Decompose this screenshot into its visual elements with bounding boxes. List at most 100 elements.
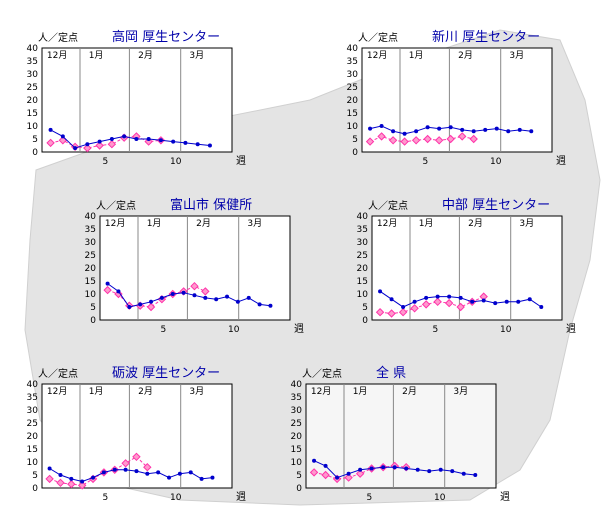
series-previous-line	[380, 296, 484, 315]
series-previous-point	[45, 474, 54, 484]
plot-frame	[361, 47, 553, 153]
chart-title: 全 県	[376, 365, 406, 381]
plot-frame	[305, 383, 497, 489]
series-current-point	[210, 475, 215, 480]
y-tick-label: 15	[357, 277, 368, 287]
y-tick-label: 0	[90, 316, 96, 326]
series-current-point	[134, 469, 139, 474]
series-previous-point	[46, 138, 55, 148]
x-axis-label: 週	[556, 155, 566, 167]
y-tick-label: 15	[347, 109, 358, 119]
series-current-point	[127, 305, 132, 309]
series-current-point	[105, 281, 110, 286]
y-tick-label: 5	[32, 471, 38, 481]
series-current-point	[412, 299, 417, 304]
month-label: 1月	[89, 50, 104, 61]
chart-title: 砺波 厚生センター	[112, 366, 220, 381]
series-previous-point	[190, 281, 199, 291]
x-tick-label: 10	[170, 493, 182, 503]
series-previous-point	[433, 297, 442, 307]
month-label: 12月	[311, 386, 331, 397]
series-previous-point	[469, 134, 478, 144]
series-previous-point	[398, 307, 408, 317]
series-current-point	[335, 475, 340, 480]
y-tick-label: 20	[347, 96, 359, 106]
series-previous-point	[143, 462, 152, 472]
month-label: 12月	[105, 218, 125, 229]
series-current-point	[427, 469, 432, 474]
series-current-point	[527, 297, 532, 302]
y-tick-label: 30	[347, 70, 359, 80]
y-tick-label: 35	[27, 393, 38, 403]
series-current-point	[60, 134, 65, 139]
series-current-point	[80, 479, 85, 484]
series-current-point	[158, 138, 163, 143]
series-current-point	[199, 476, 204, 481]
x-axis-label: 週	[500, 491, 510, 503]
series-previous-point	[132, 452, 141, 462]
x-tick-label: 10	[500, 325, 512, 335]
y-tick-label: 0	[32, 148, 38, 158]
series-previous-point	[121, 459, 130, 468]
y-tick-label: 15	[27, 109, 38, 119]
series-current-point	[379, 124, 384, 128]
series-current-point	[461, 471, 466, 476]
series-previous-point	[387, 309, 396, 318]
series-current-point	[450, 469, 455, 474]
series-current-point	[116, 289, 121, 294]
plot-frame	[99, 215, 291, 321]
series-current-point	[167, 475, 172, 480]
x-axis-label: 週	[236, 491, 246, 503]
series-current-point	[73, 146, 78, 151]
month-label: 12月	[367, 50, 387, 61]
x-tick-label: 10	[490, 157, 502, 167]
y-tick-label: 5	[352, 135, 358, 145]
chart-panel: 人／定点 高岡 厚生センター 40 35 30 25 20 15 10 5 0 12月 1月 2月 3月 5 1…	[27, 29, 246, 167]
month-label: 1月	[147, 218, 162, 229]
chart-panel: 人／定点 砺波 厚生センター 40 35 30 25 20 15 10 5 0 12月 1月 2月 3月 5 1…	[27, 366, 246, 503]
y-tick-label: 10	[357, 290, 369, 300]
series-previous-point	[107, 139, 117, 149]
series-current-point	[323, 463, 328, 468]
y-tick-label: 30	[357, 238, 369, 248]
unit-label: 人／定点	[358, 31, 398, 44]
series-previous-point	[321, 470, 330, 480]
y-tick-label: 20	[27, 96, 39, 106]
y-tick-label: 40	[27, 380, 39, 390]
y-tick-label: 30	[27, 70, 39, 80]
series-previous-point	[434, 136, 444, 145]
series-current-point	[458, 295, 463, 300]
chart-title: 中部 厚生センター	[442, 198, 550, 213]
series-previous-point	[344, 473, 353, 482]
series-current-point	[437, 126, 442, 131]
y-tick-label: 25	[27, 419, 38, 429]
series-current-point	[415, 467, 420, 472]
series-previous-point	[444, 298, 454, 308]
y-tick-label: 25	[291, 419, 302, 429]
month-label: 3月	[519, 218, 534, 229]
series-current-point	[425, 125, 430, 130]
series-current-point	[112, 467, 117, 472]
x-tick-label: 10	[228, 325, 240, 335]
y-tick-label: 0	[296, 484, 302, 494]
series-current-point	[381, 465, 386, 470]
month-label: 12月	[377, 218, 397, 229]
chart-panel: 人／定点 富山市 保健所 40 35 30 25 20 15 10 5 0 12月 1月 2月 3月 5 10 週	[85, 197, 304, 335]
series-previous-point	[103, 285, 112, 295]
series-current-point	[203, 295, 208, 300]
series-current-point	[517, 127, 522, 132]
x-tick-label: 5	[102, 157, 108, 167]
y-tick-label: 30	[85, 238, 97, 248]
month-label: 2月	[402, 386, 417, 397]
series-current-point	[109, 137, 114, 141]
month-label: 3月	[189, 386, 204, 397]
y-tick-label: 35	[27, 57, 38, 67]
chart-title: 富山市 保健所	[170, 197, 252, 213]
unit-label: 人／定点	[38, 367, 78, 380]
series-previous-point	[410, 304, 419, 313]
series-current-point	[235, 299, 240, 304]
y-tick-label: 5	[362, 303, 368, 313]
series-current-point	[207, 143, 212, 148]
series-previous-point	[365, 137, 375, 146]
